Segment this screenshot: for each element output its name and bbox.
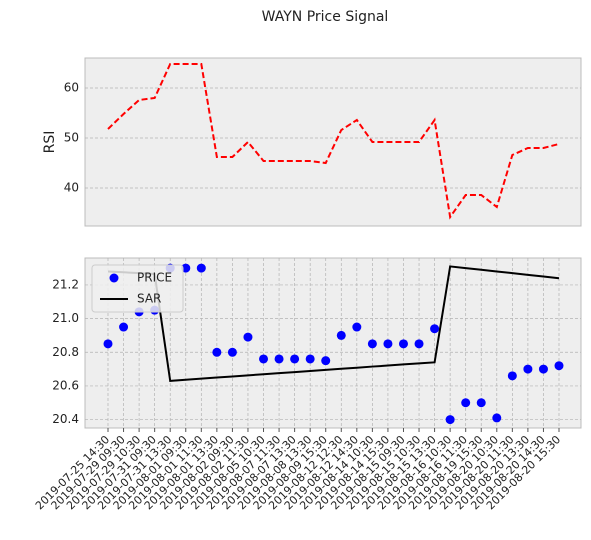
legend-swatch (109, 273, 119, 283)
price-point (119, 322, 129, 332)
legend-label: PRICE (137, 271, 172, 285)
price-point (181, 263, 191, 273)
price-point (461, 398, 471, 408)
figure-title: WAYN Price Signal (262, 9, 389, 25)
price-point (476, 398, 486, 408)
y-tick-label: 20.4 (52, 412, 79, 426)
price-point (274, 354, 284, 364)
y-tick-label: 40 (64, 181, 79, 195)
price-point (554, 361, 564, 371)
line (107, 265, 560, 382)
price-point (507, 371, 517, 381)
price-point (352, 322, 362, 332)
price-point (243, 332, 253, 342)
price-point (445, 415, 455, 425)
price-point (321, 356, 331, 366)
price-point (212, 347, 222, 357)
plot-area (84, 57, 582, 227)
y-tick-label: 20.8 (52, 345, 79, 359)
price-point (538, 364, 548, 374)
price-point (430, 324, 440, 334)
y-tick-label: 20.6 (52, 378, 79, 392)
y-tick-label: 60 (64, 81, 79, 95)
price-point (367, 339, 377, 349)
price-point (336, 330, 346, 340)
line (107, 63, 560, 220)
y-axis-label: RSI (42, 131, 58, 154)
y-tick-label: 21.2 (52, 277, 79, 291)
price-point (398, 339, 408, 349)
price-point (305, 354, 315, 364)
y-tick-label: 50 (64, 131, 79, 145)
price-point (196, 263, 206, 273)
y-tick-label: 21.0 (52, 311, 79, 325)
price-point (227, 347, 237, 357)
legend-label: SAR (137, 292, 161, 306)
price-point (492, 413, 502, 423)
price-point (414, 339, 424, 349)
price-point (383, 339, 393, 349)
price-point (103, 339, 113, 349)
price-point (259, 354, 269, 364)
price-point (290, 354, 300, 364)
price-point (523, 364, 533, 374)
